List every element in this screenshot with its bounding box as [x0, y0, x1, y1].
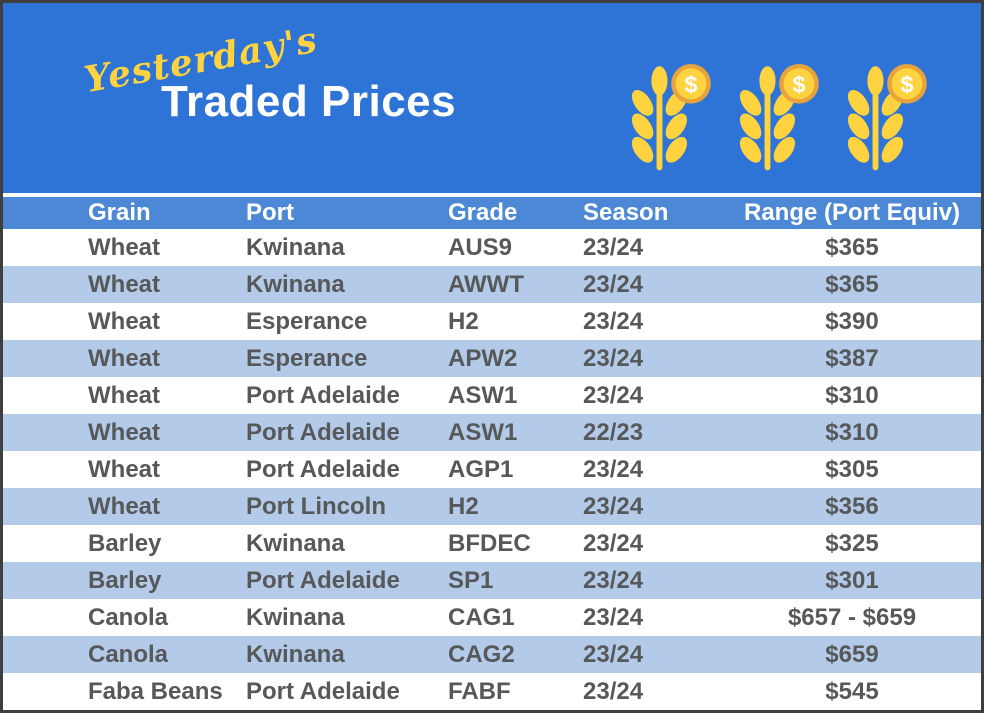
page-title: Traded Prices: [161, 77, 457, 126]
cell-grain: Faba Beans: [3, 673, 246, 710]
svg-text:$: $: [792, 72, 805, 98]
cell-grade: AWWT: [448, 266, 583, 303]
cell-port: Port Adelaide: [246, 414, 448, 451]
table-row: Wheat Esperance H2 23/24 $390: [3, 303, 981, 340]
table-row: Wheat Port Adelaide AGP1 23/24 $305: [3, 451, 981, 488]
table-row: Wheat Kwinana AUS9 23/24 $365: [3, 229, 981, 266]
cell-grade: BFDEC: [448, 525, 583, 562]
cell-season: 23/24: [583, 673, 723, 710]
cell-grain: Wheat: [3, 377, 246, 414]
cell-grain: Wheat: [3, 266, 246, 303]
cell-range: $310: [723, 377, 981, 414]
svg-text:$: $: [684, 72, 697, 98]
cell-range: $365: [723, 229, 981, 266]
column-header-grade: Grade: [448, 197, 583, 229]
column-header-port: Port: [246, 197, 448, 229]
cell-season: 23/24: [583, 377, 723, 414]
cell-grade: CAG1: [448, 599, 583, 636]
wheat-coin-icon: $: [847, 64, 927, 171]
cell-season: 23/24: [583, 340, 723, 377]
cell-grade: APW2: [448, 340, 583, 377]
hero-header: Yesterday's Traded Prices $: [3, 3, 981, 193]
cell-season: 23/24: [583, 451, 723, 488]
cell-range: $325: [723, 525, 981, 562]
cell-grade: SP1: [448, 562, 583, 599]
cell-grain: Barley: [3, 562, 246, 599]
cell-grain: Wheat: [3, 303, 246, 340]
wheat-coin-icon-row: $ $: [625, 63, 929, 175]
wheat-coin-icon: $: [739, 64, 819, 171]
cell-season: 22/23: [583, 414, 723, 451]
cell-port: Port Lincoln: [246, 488, 448, 525]
wheat-coin-icon: $: [631, 64, 711, 171]
column-header-grain: Grain: [3, 197, 246, 229]
table-row: Wheat Port Adelaide ASW1 22/23 $310: [3, 414, 981, 451]
cell-port: Kwinana: [246, 636, 448, 673]
cell-grain: Wheat: [3, 229, 246, 266]
table-row: Wheat Kwinana AWWT 23/24 $365: [3, 266, 981, 303]
cell-range: $305: [723, 451, 981, 488]
cell-port: Esperance: [246, 340, 448, 377]
header-divider: [3, 193, 981, 197]
cell-range: $659: [723, 636, 981, 673]
column-header-season: Season: [583, 197, 723, 229]
cell-grain: Canola: [3, 599, 246, 636]
cell-grain: Wheat: [3, 340, 246, 377]
header-row: Grain Port Grade Season Range (Port Equi…: [3, 197, 981, 229]
table-row: Canola Kwinana CAG2 23/24 $659: [3, 636, 981, 673]
cell-grade: AGP1: [448, 451, 583, 488]
table-row: Wheat Port Adelaide ASW1 23/24 $310: [3, 377, 981, 414]
cell-season: 23/24: [583, 229, 723, 266]
table-row: Faba Beans Port Adelaide FABF 23/24 $545: [3, 673, 981, 710]
cell-port: Port Adelaide: [246, 673, 448, 710]
cell-port: Port Adelaide: [246, 451, 448, 488]
prices-table: Grain Port Grade Season Range (Port Equi…: [3, 197, 981, 710]
table-row: Canola Kwinana CAG1 23/24 $657 - $659: [3, 599, 981, 636]
prices-table-body: Wheat Kwinana AUS9 23/24 $365 Wheat Kwinana AWW…: [3, 229, 981, 710]
cell-grade: H2: [448, 303, 583, 340]
cell-grade: CAG2: [448, 636, 583, 673]
cell-port: Kwinana: [246, 599, 448, 636]
cell-port: Port Adelaide: [246, 377, 448, 414]
cell-port: Kwinana: [246, 266, 448, 303]
cell-range: $365: [723, 266, 981, 303]
cell-port: Esperance: [246, 303, 448, 340]
cell-grain: Canola: [3, 636, 246, 673]
cell-grain: Barley: [3, 525, 246, 562]
cell-season: 23/24: [583, 562, 723, 599]
cell-port: Kwinana: [246, 525, 448, 562]
cell-range: $356: [723, 488, 981, 525]
cell-grade: FABF: [448, 673, 583, 710]
cell-grain: Wheat: [3, 451, 246, 488]
column-header-range: Range (Port Equiv): [723, 197, 981, 229]
prices-table-header: Grain Port Grade Season Range (Port Equi…: [3, 197, 981, 229]
cell-range: $301: [723, 562, 981, 599]
cell-range: $657 - $659: [723, 599, 981, 636]
svg-text:$: $: [900, 72, 913, 98]
table-row: Barley Port Adelaide SP1 23/24 $301: [3, 562, 981, 599]
cell-range: $387: [723, 340, 981, 377]
cell-season: 23/24: [583, 636, 723, 673]
cell-grade: ASW1: [448, 377, 583, 414]
cell-range: $545: [723, 673, 981, 710]
cell-port: Kwinana: [246, 229, 448, 266]
table-row: Barley Kwinana BFDEC 23/24 $325: [3, 525, 981, 562]
table-row: Wheat Esperance APW2 23/24 $387: [3, 340, 981, 377]
cell-grade: ASW1: [448, 414, 583, 451]
cell-season: 23/24: [583, 266, 723, 303]
cell-season: 23/24: [583, 488, 723, 525]
cell-port: Port Adelaide: [246, 562, 448, 599]
cell-range: $390: [723, 303, 981, 340]
cell-season: 23/24: [583, 599, 723, 636]
cell-grain: Wheat: [3, 414, 246, 451]
table-row: Wheat Port Lincoln H2 23/24 $356: [3, 488, 981, 525]
cell-season: 23/24: [583, 303, 723, 340]
cell-grade: AUS9: [448, 229, 583, 266]
cell-range: $310: [723, 414, 981, 451]
cell-grade: H2: [448, 488, 583, 525]
cell-grain: Wheat: [3, 488, 246, 525]
cell-season: 23/24: [583, 525, 723, 562]
